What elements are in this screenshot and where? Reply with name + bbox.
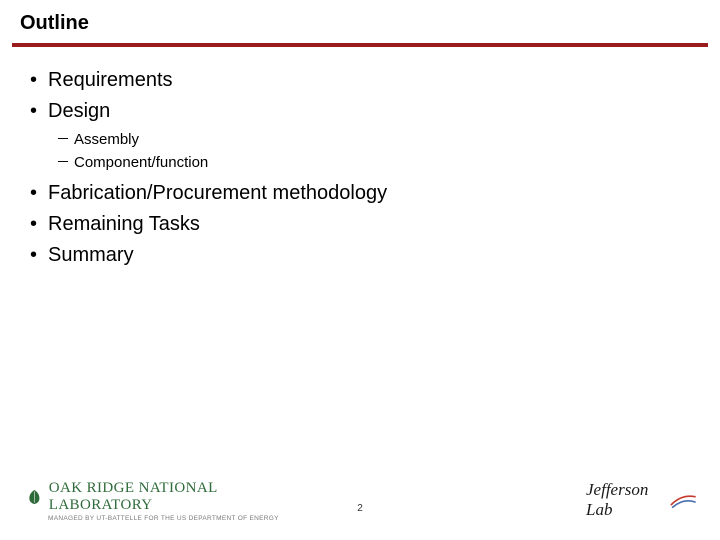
sub-bullet-text: Component/function: [74, 154, 208, 171]
slide-title: Outline: [20, 12, 700, 35]
leaf-icon: [26, 488, 43, 506]
footer: OAK RIDGE NATIONAL LABORATORY MANAGED BY…: [0, 486, 720, 526]
bullet-list: Requirements Design Assembly Component/f…: [30, 65, 690, 271]
sub-bullet-text: Assembly: [74, 131, 139, 148]
bullet-item: Fabrication/Procurement methodology: [30, 178, 690, 209]
ornl-logo: OAK RIDGE NATIONAL LABORATORY MANAGED BY…: [26, 480, 306, 522]
bullet-item: Remaining Tasks: [30, 209, 690, 240]
page-number: 2: [357, 503, 363, 514]
bullet-text: Fabrication/Procurement methodology: [48, 182, 387, 204]
swoosh-icon: [670, 489, 696, 511]
bullet-text: Summary: [48, 244, 134, 266]
slide: Outline Requirements Design Assembly Com…: [0, 0, 720, 540]
bullet-text: Requirements: [48, 69, 173, 91]
sub-bullet-item: Assembly: [56, 129, 690, 152]
ornl-text-part1: OAK: [49, 480, 83, 496]
sub-bullet-item: Component/function: [56, 152, 690, 175]
ornl-logo-text: OAK RIDGE NATIONAL LABORATORY: [49, 480, 306, 514]
jlab-logo: Jefferson Lab: [586, 480, 696, 520]
ornl-subline: MANAGED BY UT-BATTELLE FOR THE US DEPART…: [48, 515, 306, 522]
bullet-text: Design: [48, 100, 110, 122]
title-block: Outline: [0, 0, 720, 41]
bullet-item: Requirements: [30, 65, 690, 96]
bullet-text: Remaining Tasks: [48, 213, 200, 235]
bullet-item: Summary: [30, 240, 690, 271]
content-area: Requirements Design Assembly Component/f…: [0, 47, 720, 271]
ornl-text-part2: RIDGE: [87, 480, 135, 496]
ornl-logo-main: OAK RIDGE NATIONAL LABORATORY: [26, 480, 306, 514]
bullet-item: Design Assembly Component/function: [30, 96, 690, 174]
sub-bullet-list: Assembly Component/function: [56, 129, 690, 174]
jlab-logo-text: Jefferson Lab: [586, 480, 668, 520]
